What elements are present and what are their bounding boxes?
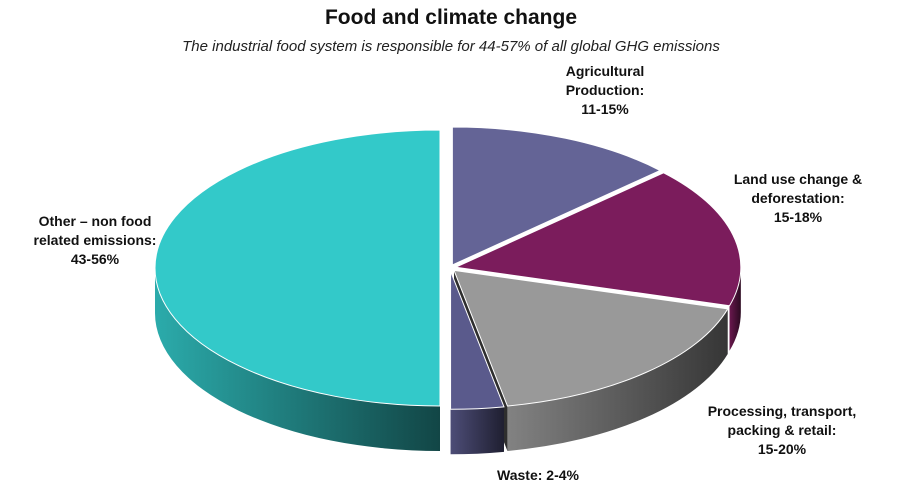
chart-title: Food and climate change <box>324 6 578 29</box>
slice-side-waste <box>450 406 504 455</box>
slice-agri <box>451 126 662 266</box>
slice-label-agricultural: Agricultural Production: 11-15% <box>565 63 645 117</box>
slice-other <box>154 129 441 407</box>
slice-side-proc <box>507 308 728 451</box>
slice-label-land-use: Land use change & deforestation: 15-18% <box>733 171 863 225</box>
slice-label-waste: Waste: 2-4% <box>497 467 579 483</box>
slice-proc <box>453 269 729 407</box>
slice-label-processing: Processing, transport, packing & retail:… <box>707 403 857 457</box>
slice-land <box>454 172 742 307</box>
slice-label-other: Other – non food related emissions: 43-5… <box>33 213 157 267</box>
slice-side-other <box>155 268 440 451</box>
slice-waste <box>450 271 505 410</box>
chart-subtitle: The industrial food system is responsibl… <box>182 38 720 55</box>
